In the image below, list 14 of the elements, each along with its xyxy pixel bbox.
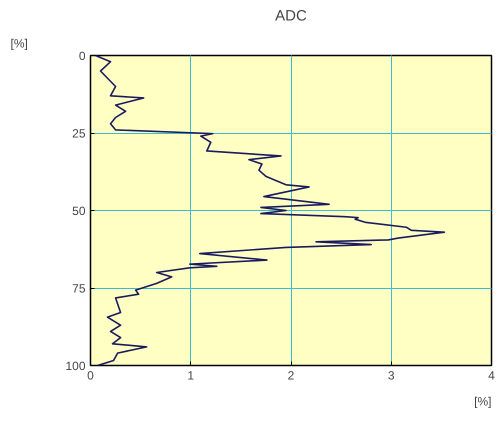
x-tick-label: 0 bbox=[87, 368, 94, 382]
x-tick-label: 1 bbox=[187, 368, 194, 382]
y-tick-label: 50 bbox=[72, 204, 86, 218]
x-tick-label: 2 bbox=[288, 368, 295, 382]
y-tick-label: 100 bbox=[65, 359, 86, 373]
y-tick-label: 0 bbox=[78, 49, 86, 63]
x-axis-title: [%] bbox=[474, 394, 492, 408]
y-axis-title: [%] bbox=[10, 36, 28, 50]
line-series bbox=[94, 56, 446, 366]
x-tick-label: 4 bbox=[488, 368, 496, 382]
y-tick-label: 75 bbox=[72, 282, 86, 296]
y-tick-label: 25 bbox=[72, 126, 86, 140]
chart-title: ADC bbox=[275, 8, 307, 24]
x-tick-label: 3 bbox=[388, 368, 395, 382]
